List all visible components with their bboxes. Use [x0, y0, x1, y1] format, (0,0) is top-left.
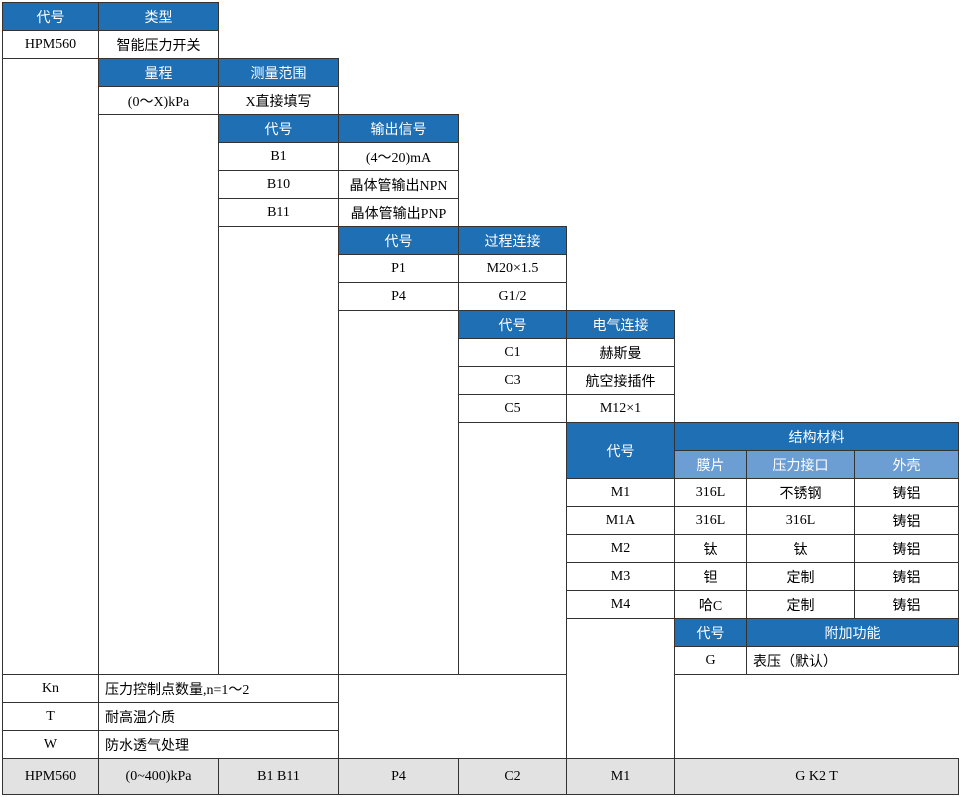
s4-row-code: P1: [339, 255, 459, 283]
s2-measure-label: 测量范围: [219, 59, 339, 87]
s5-row-elec: M12×1: [567, 395, 675, 423]
s5-elec-label: 电气连接: [567, 311, 675, 339]
s5-row-code: C1: [459, 339, 567, 367]
s4-row-process: M20×1.5: [459, 255, 567, 283]
s1-type: 智能压力开关: [99, 31, 219, 59]
s3-row-code: B10: [219, 171, 339, 199]
s7-extra-label: 附加功能: [747, 619, 959, 647]
s4-row-code: P4: [339, 283, 459, 311]
s6-row-code: M3: [567, 563, 675, 591]
s3-row-output: (4～20)mA: [339, 143, 459, 171]
s4-row-process: G1/2: [459, 283, 567, 311]
s2-range-label: 量程: [99, 59, 219, 87]
s5-row-elec: 航空接插件: [567, 367, 675, 395]
example-c3: P4: [339, 759, 459, 795]
s6-row-port: 定制: [747, 563, 855, 591]
s6-row-code: M1A: [567, 507, 675, 535]
s6-row-port: 定制: [747, 591, 855, 619]
s7-row-code: W: [3, 731, 99, 759]
s6-row-code: M1: [567, 479, 675, 507]
s5-code-label: 代号: [459, 311, 567, 339]
example-c2: B1 B11: [219, 759, 339, 795]
s5-row-code: C3: [459, 367, 567, 395]
s2-measure: X直接填写: [219, 87, 339, 115]
s6-code-label: 代号: [567, 423, 675, 479]
s1-code-label: 代号: [3, 3, 99, 31]
s6-row-diaphragm: 钛: [675, 535, 747, 563]
s3-code-label: 代号: [219, 115, 339, 143]
s6-row-port: 316L: [747, 507, 855, 535]
s6-row-code: M2: [567, 535, 675, 563]
s6-row-diaphragm: 316L: [675, 507, 747, 535]
s7-code-label: 代号: [675, 619, 747, 647]
s2-range: (0～X)kPa: [99, 87, 219, 115]
example-c0: HPM560: [3, 759, 99, 795]
s3-output-label: 输出信号: [339, 115, 459, 143]
s6-shell-label: 外壳: [855, 451, 959, 479]
s6-diaphragm-label: 膜片: [675, 451, 747, 479]
s6-row-diaphragm: 316L: [675, 479, 747, 507]
s6-port-label: 压力接口: [747, 451, 855, 479]
s4-code-label: 代号: [339, 227, 459, 255]
s1-code: HPM560: [3, 31, 99, 59]
s6-row-code: M4: [567, 591, 675, 619]
s7-row-code: Kn: [3, 675, 99, 703]
s6-row-shell: 铸铝: [855, 591, 959, 619]
s6-row-shell: 铸铝: [855, 507, 959, 535]
example-c4: C2: [459, 759, 567, 795]
s7-row-extra: 耐高温介质: [99, 703, 339, 731]
s6-row-port: 不锈钢: [747, 479, 855, 507]
s7-row-extra: 压力控制点数量,n=1～2: [99, 675, 339, 703]
s3-row-output: 晶体管输出NPN: [339, 171, 459, 199]
s6-row-shell: 铸铝: [855, 479, 959, 507]
s7-row-code: T: [3, 703, 99, 731]
s7-row-extra: 防水透气处理: [99, 731, 339, 759]
s1-type-label: 类型: [99, 3, 219, 31]
s3-row-code: B1: [219, 143, 339, 171]
s3-row-output: 晶体管输出PNP: [339, 199, 459, 227]
s6-row-shell: 铸铝: [855, 535, 959, 563]
s4-process-label: 过程连接: [459, 227, 567, 255]
example-c5: M1: [567, 759, 675, 795]
s6-struct-label: 结构材料: [675, 423, 959, 451]
s6-row-port: 钛: [747, 535, 855, 563]
s7-row-code: G: [675, 647, 747, 675]
s3-row-code: B11: [219, 199, 339, 227]
s6-row-shell: 铸铝: [855, 563, 959, 591]
example-row: HPM560 (0~400)kPa B1 B11 P4 C2 M1 G K2 T: [3, 759, 959, 795]
s6-row-diaphragm: 哈C: [675, 591, 747, 619]
selection-table: 代号 类型 HPM560 智能压力开关 量程 测量范围 (0～X)kPa X直接…: [2, 2, 959, 795]
s6-row-diaphragm: 钽: [675, 563, 747, 591]
s5-row-elec: 赫斯曼: [567, 339, 675, 367]
s7-row-extra: 表压（默认）: [747, 647, 959, 675]
example-c6: G K2 T: [675, 759, 959, 795]
example-c1: (0~400)kPa: [99, 759, 219, 795]
s5-row-code: C5: [459, 395, 567, 423]
